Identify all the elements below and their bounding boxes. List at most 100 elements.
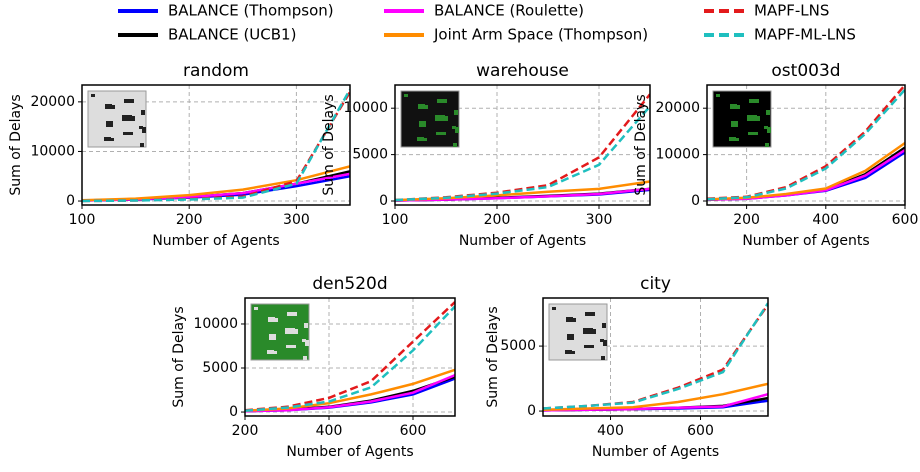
x-tick-label: 200 bbox=[232, 423, 259, 439]
plot-lines bbox=[245, 301, 455, 413]
legend-label: BALANCE (UCB1) bbox=[168, 26, 296, 44]
map-inset-detail bbox=[140, 143, 144, 147]
plot-lines bbox=[82, 88, 350, 203]
x-tick-label: 200 bbox=[484, 212, 511, 228]
y-tick-label: 5000 bbox=[352, 147, 388, 163]
map-inset-detail bbox=[729, 137, 736, 141]
series-line bbox=[245, 368, 455, 412]
y-axis-label: Sum of Delays bbox=[8, 94, 24, 195]
map-inset bbox=[712, 90, 772, 148]
map-inset-detail bbox=[106, 121, 113, 127]
map-inset-detail bbox=[764, 126, 768, 129]
map-inset-detail bbox=[269, 334, 276, 340]
x-axis-label: Number of Agents bbox=[742, 233, 869, 249]
map-inset-detail bbox=[747, 115, 757, 121]
map-inset-detail bbox=[583, 328, 593, 334]
map-inset-detail bbox=[601, 356, 605, 360]
series-line bbox=[707, 88, 905, 201]
x-tick-label: 600 bbox=[892, 212, 919, 228]
plot-frame bbox=[81, 84, 351, 206]
y-axis-label: Sum of Delays bbox=[633, 94, 649, 195]
y-tick-label: 20000 bbox=[30, 94, 75, 110]
map-inset-detail bbox=[254, 307, 258, 310]
legend-label: MAPF-ML-LNS bbox=[754, 26, 856, 44]
series-line bbox=[543, 382, 768, 412]
series-line bbox=[543, 302, 768, 410]
map-inset-detail bbox=[286, 345, 296, 348]
map-inset-detail bbox=[304, 323, 308, 328]
map-inset-detail bbox=[730, 104, 737, 109]
map-inset-detail bbox=[91, 94, 95, 97]
y-tick-label: 10000 bbox=[655, 147, 700, 163]
map-inset-detail bbox=[716, 94, 720, 97]
chart-title: ost003d bbox=[771, 61, 840, 81]
y-tick-label: 20000 bbox=[655, 100, 700, 116]
x-tick-label: 600 bbox=[687, 423, 714, 439]
series-line bbox=[245, 301, 455, 412]
y-tick-label: 0 bbox=[691, 193, 700, 209]
chart-title: city bbox=[640, 274, 671, 294]
map-inset-detail bbox=[435, 115, 445, 121]
series-line bbox=[395, 105, 650, 202]
map-inset-detail bbox=[285, 328, 295, 334]
y-tick-label: 5000 bbox=[202, 360, 238, 376]
x-tick-label: 600 bbox=[400, 423, 427, 439]
series-line bbox=[707, 141, 905, 201]
y-tick-label: 0 bbox=[66, 193, 75, 209]
map-inset-detail bbox=[766, 110, 770, 115]
y-axis-label: Sum of Delays bbox=[485, 306, 501, 407]
map-inset-detail bbox=[419, 121, 426, 127]
y-axis-label: Sum of Delays bbox=[171, 306, 187, 407]
map-inset-detail bbox=[105, 104, 112, 109]
map-inset-detail bbox=[749, 99, 759, 103]
map-inset-detail bbox=[603, 340, 607, 346]
map-inset-detail bbox=[123, 132, 133, 135]
map-inset-detail bbox=[104, 137, 111, 141]
plot-frame bbox=[394, 84, 651, 206]
map-inset-detail bbox=[600, 339, 604, 342]
x-tick-label: 200 bbox=[733, 212, 760, 228]
legend-label: BALANCE (Roulette) bbox=[434, 2, 584, 20]
plot-frame bbox=[244, 297, 456, 417]
map-inset-detail bbox=[122, 115, 132, 121]
map-inset-detail bbox=[454, 110, 458, 115]
y-axis-label: Sum of Delays bbox=[321, 94, 337, 195]
plot-lines bbox=[543, 302, 768, 412]
map-inset-detail bbox=[748, 132, 758, 135]
map-inset-detail bbox=[567, 334, 574, 340]
map-inset-detail bbox=[302, 339, 306, 342]
map-inset-detail bbox=[267, 350, 274, 354]
x-tick-label: 400 bbox=[316, 423, 343, 439]
map-inset-detail bbox=[139, 126, 143, 129]
x-tick-label: 300 bbox=[586, 212, 613, 228]
map-inset bbox=[400, 90, 460, 148]
x-axis-label: Number of Agents bbox=[459, 233, 586, 249]
chart-title: warehouse bbox=[476, 61, 569, 81]
legend-label: Joint Arm Space (Thompson) bbox=[433, 26, 648, 44]
plot-lines bbox=[395, 93, 650, 202]
map-inset-detail bbox=[287, 312, 297, 316]
x-axis-label: Number of Agents bbox=[286, 444, 413, 460]
map-inset-detail bbox=[565, 350, 572, 354]
map-inset-detail bbox=[124, 99, 134, 103]
plot-lines bbox=[707, 85, 905, 201]
legend-label: MAPF-LNS bbox=[754, 2, 829, 20]
y-tick-label: 0 bbox=[379, 193, 388, 209]
map-inset-detail bbox=[404, 94, 408, 97]
map-inset-detail bbox=[585, 312, 595, 316]
y-tick-label: 10000 bbox=[343, 100, 388, 116]
chart-title: den520d bbox=[312, 274, 387, 294]
x-tick-label: 400 bbox=[812, 212, 839, 228]
map-inset-detail bbox=[418, 104, 425, 109]
map-inset-detail bbox=[305, 340, 309, 346]
map-inset-detail bbox=[602, 323, 606, 328]
plot-frame bbox=[706, 84, 906, 206]
series-line bbox=[245, 373, 455, 413]
series-line bbox=[82, 88, 350, 203]
map-inset-detail bbox=[142, 127, 146, 133]
legend-label: BALANCE (Thompson) bbox=[168, 2, 334, 20]
plot-frame bbox=[542, 297, 769, 417]
x-tick-label: 300 bbox=[283, 212, 310, 228]
y-tick-label: 10000 bbox=[30, 143, 75, 159]
